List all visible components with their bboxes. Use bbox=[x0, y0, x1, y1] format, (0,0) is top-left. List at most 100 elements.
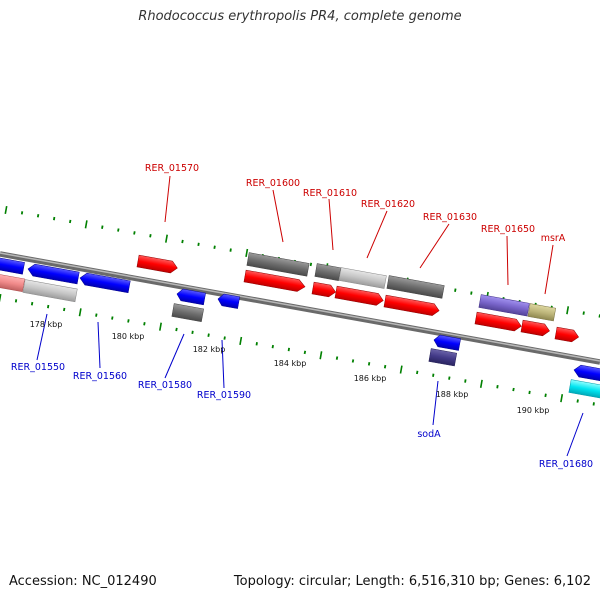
gene-soda-product[interactable] bbox=[428, 348, 458, 367]
gene-msra-product[interactable] bbox=[527, 303, 557, 322]
minor-tick bbox=[213, 245, 216, 249]
minor-tick bbox=[287, 347, 290, 352]
major-tick bbox=[165, 234, 168, 243]
label-rer-01590[interactable]: RER_01590 bbox=[197, 390, 251, 401]
minor-tick bbox=[175, 327, 178, 332]
major-tick bbox=[159, 322, 162, 331]
gene-rer-01540[interactable] bbox=[0, 256, 25, 275]
gene-rer-01650-product[interactable] bbox=[478, 294, 530, 317]
minor-tick bbox=[464, 379, 467, 383]
minor-tick bbox=[383, 364, 387, 369]
gene-soda-arrow[interactable] bbox=[433, 334, 461, 351]
minor-tick bbox=[20, 211, 24, 215]
label-rer-01550[interactable]: RER_01550 bbox=[11, 362, 65, 373]
minor-tick bbox=[207, 333, 210, 337]
label-rer-01570[interactable]: RER_01570 bbox=[145, 163, 199, 174]
minor-tick bbox=[351, 359, 355, 363]
minor-tick bbox=[149, 234, 152, 238]
gene-rer-01570[interactable] bbox=[136, 254, 178, 274]
gene-rer-01660[interactable] bbox=[554, 326, 580, 343]
minor-tick bbox=[367, 362, 371, 366]
label-rer-01650[interactable]: RER_01650 bbox=[481, 224, 535, 235]
minor-tick bbox=[470, 291, 473, 295]
label-msra[interactable]: msrA bbox=[541, 233, 566, 244]
label-rer-01600[interactable]: RER_01600 bbox=[246, 178, 300, 189]
kbp-labels: 178 kbp 180 kbp 182 kbp 184 kbp 186 kbp … bbox=[30, 320, 550, 415]
major-tick bbox=[566, 306, 570, 315]
kbp-label: 180 kbp bbox=[112, 332, 145, 341]
genome-summary-text: Topology: circular; Length: 6,516,310 bp… bbox=[233, 574, 591, 589]
minor-tick bbox=[223, 336, 226, 340]
gene-rer-01550-product[interactable] bbox=[22, 279, 78, 303]
gene-rer-01610[interactable] bbox=[311, 281, 337, 298]
gene-rer-01560-arrow[interactable] bbox=[79, 272, 131, 294]
minor-tick bbox=[528, 390, 531, 395]
major-tick bbox=[245, 248, 249, 258]
minor-tick bbox=[117, 228, 120, 232]
gene-msra[interactable] bbox=[520, 319, 551, 337]
minor-tick bbox=[576, 399, 579, 403]
minor-tick bbox=[454, 288, 457, 292]
gene-rer-01610-product[interactable] bbox=[314, 263, 342, 281]
gene-rer-01600-product[interactable] bbox=[246, 252, 310, 277]
gene-rer-01550-arrow[interactable] bbox=[27, 263, 80, 285]
minor-tick bbox=[448, 376, 451, 380]
kbp-label: 190 kbp bbox=[517, 406, 550, 415]
minor-tick bbox=[127, 319, 130, 323]
map-title: Rhodococcus erythropolis PR4, complete g… bbox=[138, 9, 462, 24]
reverse-label-leaders bbox=[36, 313, 584, 457]
minor-tick bbox=[47, 304, 50, 309]
gene-rer-01580-product[interactable] bbox=[171, 303, 204, 323]
gene-rer-01620[interactable] bbox=[334, 285, 384, 306]
major-tick bbox=[319, 351, 323, 360]
gene-rer-01630[interactable] bbox=[383, 294, 440, 317]
gene-rer-01580-arrow[interactable] bbox=[176, 288, 206, 306]
minor-tick bbox=[36, 214, 40, 218]
label-rer-01620[interactable]: RER_01620 bbox=[361, 199, 415, 210]
label-rer-01560[interactable]: RER_01560 bbox=[73, 371, 127, 382]
minor-tick bbox=[181, 239, 184, 244]
minor-tick bbox=[592, 402, 595, 406]
major-tick bbox=[78, 308, 82, 317]
minor-tick bbox=[544, 393, 547, 398]
minor-tick bbox=[63, 307, 66, 312]
minor-tick bbox=[303, 350, 307, 355]
genome-backbone bbox=[0, 251, 600, 365]
minor-tick bbox=[101, 225, 104, 229]
kbp-label: 182 kbp bbox=[193, 345, 226, 354]
kbp-label: 186 kbp bbox=[354, 374, 387, 383]
major-tick bbox=[84, 220, 88, 229]
kbp-label: 178 kbp bbox=[30, 320, 63, 329]
gene-rer-01600[interactable] bbox=[243, 269, 306, 293]
gene-rer-01680-product[interactable] bbox=[568, 379, 600, 401]
minor-tick bbox=[229, 248, 232, 252]
minor-tick bbox=[335, 356, 339, 360]
forward-label-leaders bbox=[164, 175, 554, 295]
accession-text: Accession: NC_012490 bbox=[9, 574, 157, 589]
minor-tick bbox=[197, 242, 200, 247]
label-rer-01580[interactable]: RER_01580 bbox=[138, 380, 192, 391]
major-tick bbox=[239, 336, 243, 346]
gene-rer-01630-product[interactable] bbox=[386, 275, 445, 299]
minor-tick bbox=[512, 387, 515, 392]
label-rer-01680[interactable]: RER_01680 bbox=[539, 459, 593, 470]
label-rer-01610[interactable]: RER_01610 bbox=[303, 188, 357, 199]
minor-tick bbox=[133, 231, 136, 235]
gene-features bbox=[0, 252, 600, 401]
gene-rer-01650[interactable] bbox=[474, 311, 522, 332]
minor-tick bbox=[30, 301, 34, 306]
minor-tick bbox=[69, 219, 72, 224]
minor-tick bbox=[432, 373, 435, 377]
minor-tick bbox=[191, 330, 194, 335]
label-rer-01630[interactable]: RER_01630 bbox=[423, 212, 477, 223]
label-soda[interactable]: sodA bbox=[417, 429, 441, 440]
gene-rer-01620-product[interactable] bbox=[338, 267, 387, 289]
gene-rer-01680-arrow[interactable] bbox=[573, 364, 600, 384]
minor-tick bbox=[416, 370, 419, 375]
gene-rer-01590-arrow[interactable] bbox=[217, 293, 241, 309]
minor-tick bbox=[582, 311, 585, 315]
gene-rer-01540-product[interactable] bbox=[0, 273, 25, 293]
major-tick bbox=[479, 379, 483, 388]
reverse-tick-track bbox=[0, 293, 595, 406]
